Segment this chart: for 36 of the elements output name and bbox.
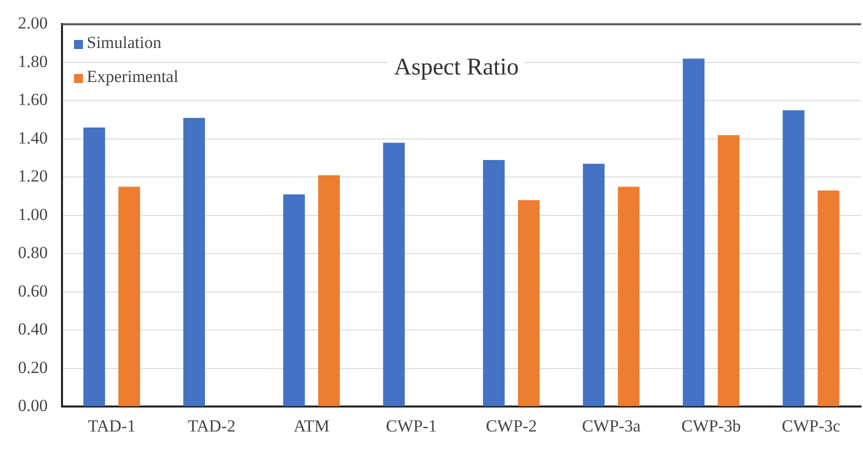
bar [582,164,605,406]
text: Aspect Ratio [388,54,525,82]
bar [383,142,405,406]
y-tick-label: 0.60 [18,281,48,300]
bar [283,194,305,406]
x-tick-label: TAD-2 [188,416,236,436]
x-tick-label: CWP-2 [486,416,537,436]
bar [483,160,505,406]
y-tick-label: 0.40 [18,320,48,339]
x-tick-label: CWP-3c [782,416,841,436]
x-tick-label: ATM [294,416,330,436]
bar [183,118,205,406]
bar [518,200,540,406]
bar [782,110,804,406]
bar [818,190,840,406]
bar [83,127,106,406]
x-tick-label: TAD-1 [88,416,136,436]
bar [682,58,704,406]
x-tick-label: CWP-1 [386,416,437,436]
legend-label: Experimental [86,66,178,88]
y-tick-label: 0.00 [18,396,48,416]
bar [318,175,340,406]
x-tick-label: CWP-3a [582,416,641,436]
x-tick-label: CWP-3b [681,416,741,436]
y-tick-label: 2.00 [18,14,48,33]
y-tick-label: 1.20 [18,166,48,186]
legend-label: Simulation [86,32,162,54]
bar [118,186,140,406]
bar [618,186,640,406]
y-tick-label: 1.00 [18,204,48,224]
y-tick-label: 1.60 [18,90,48,110]
y-tick-label: 0.80 [18,243,48,262]
y-tick-label: 0.20 [18,358,48,377]
y-tick-label: 1.40 [18,128,48,148]
bar [718,135,740,406]
y-tick-label: 1.80 [18,52,48,71]
